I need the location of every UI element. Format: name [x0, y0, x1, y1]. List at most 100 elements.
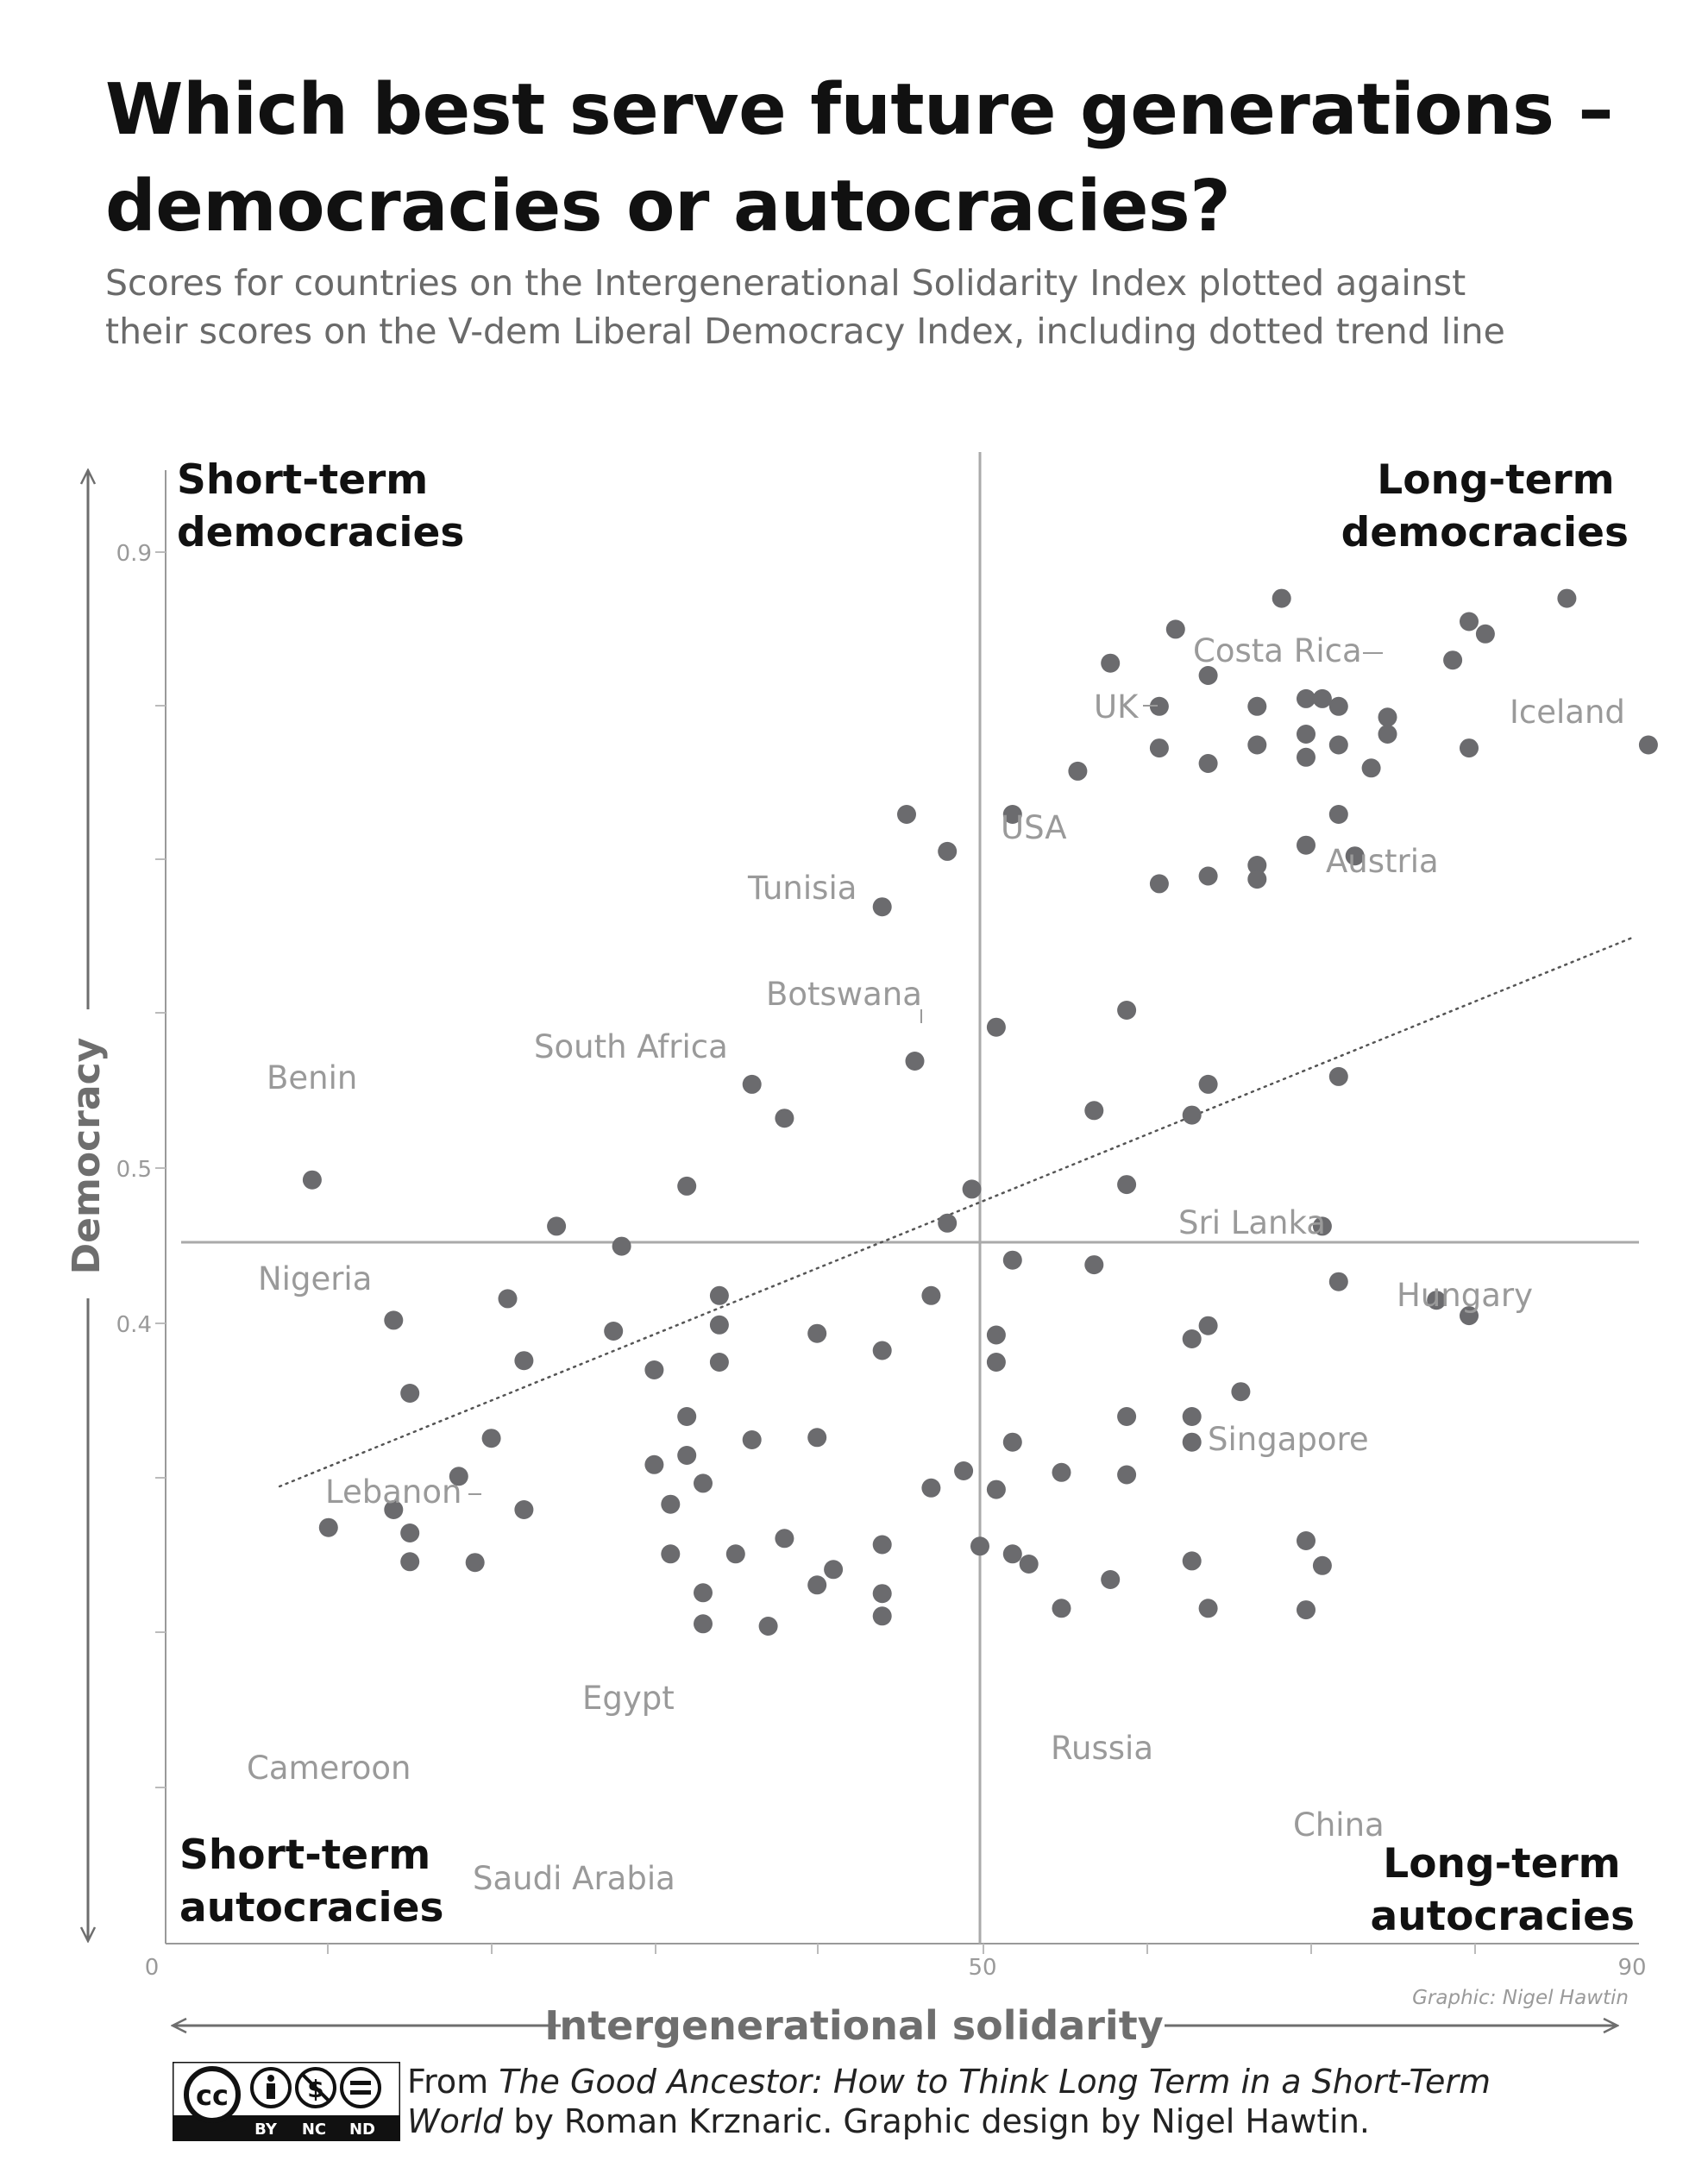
data-point — [1084, 1255, 1104, 1275]
data-point — [612, 1236, 631, 1256]
data-point — [872, 1584, 892, 1604]
data-point — [694, 1473, 713, 1493]
nd-icon-bar — [350, 2081, 371, 2085]
book-credit: From The Good Ancestor: How to Think Lon… — [407, 2062, 1701, 2141]
x-tick-label: 0 — [145, 1955, 160, 1981]
data-point — [694, 1614, 713, 1634]
data-point — [661, 1494, 681, 1514]
creative-commons-badge: cc $ BY NC ND — [173, 2062, 400, 2141]
label-uk: UK — [1094, 688, 1140, 726]
label-saudi-arabia: Saudi Arabia — [473, 1860, 675, 1897]
label-egypt: Egypt — [582, 1680, 675, 1717]
data-point — [775, 1109, 794, 1128]
data-point — [709, 1353, 729, 1372]
data-point — [1084, 1101, 1104, 1121]
label-benin: Benin — [267, 1059, 357, 1096]
label-sri-lanka: Sri Lanka — [1178, 1204, 1326, 1241]
data-point — [644, 1360, 664, 1379]
quadrant-label-top-left: Short-term democracies — [177, 456, 464, 556]
data-point — [1297, 1531, 1316, 1550]
data-point — [954, 1461, 974, 1480]
data-point — [921, 1478, 941, 1498]
chart-credit: Graphic: Nigel Hawtin — [1412, 1987, 1629, 2009]
data-point — [1198, 1074, 1218, 1094]
data-point — [1198, 1316, 1218, 1335]
data-point — [1378, 707, 1397, 727]
data-point — [962, 1179, 982, 1199]
subtitle-line-1: Scores for countries on the Intergenerat… — [105, 262, 1466, 304]
label-nigeria: Nigeria — [258, 1260, 372, 1297]
data-point — [1328, 696, 1348, 716]
data-point — [1312, 688, 1332, 708]
cc-icon — [184, 2066, 241, 2123]
quadrant-label-bottom-left: Short-term autocracies — [179, 1831, 445, 1932]
data-point — [1002, 1432, 1022, 1452]
data-point — [807, 1428, 827, 1448]
label-botswana: Botswana — [766, 976, 922, 1013]
data-point — [709, 1315, 729, 1335]
data-point — [897, 805, 916, 824]
data-point — [514, 1351, 534, 1371]
label-cameroon: Cameroon — [247, 1750, 411, 1787]
by-icon-body — [267, 2083, 275, 2099]
data-point — [921, 1285, 941, 1305]
data-point — [1328, 735, 1348, 755]
data-point — [1328, 1066, 1348, 1086]
data-point — [1557, 588, 1577, 608]
nd-icon — [340, 2067, 381, 2108]
y-ticks — [155, 551, 166, 1788]
data-point — [481, 1429, 501, 1448]
y-tick-label: 0.4 — [116, 1312, 152, 1338]
data-point — [1101, 653, 1121, 673]
nc-label: NC — [302, 2120, 326, 2139]
quadrant-line: Short-term — [177, 456, 428, 504]
data-point — [905, 1052, 925, 1071]
data-point — [1052, 1599, 1071, 1618]
data-point — [644, 1454, 664, 1474]
label-tunisia: Tunisia — [747, 870, 857, 907]
data-point — [514, 1500, 534, 1519]
label-hungary: Hungary — [1397, 1277, 1533, 1314]
nc-icon-slash — [300, 2072, 331, 2103]
data-point — [709, 1285, 729, 1305]
data-point — [1312, 1555, 1332, 1575]
data-point — [661, 1544, 681, 1564]
data-point — [1002, 1250, 1022, 1270]
data-point — [1247, 696, 1267, 716]
data-point — [1378, 725, 1397, 744]
data-point — [604, 1322, 624, 1341]
page-title: Which best serve future generations – de… — [105, 62, 1641, 255]
x-tick-label: 50 — [968, 1955, 996, 1981]
cc-icon-text: cc — [196, 2079, 229, 2112]
data-point — [384, 1500, 404, 1519]
y-tick-label: 0.5 — [116, 1157, 152, 1183]
data-points — [302, 588, 1658, 1636]
data-point — [1149, 738, 1169, 758]
credit-suffix: by Roman Krznaric. Graphic design by Nig… — [503, 2102, 1370, 2140]
data-point — [1117, 1407, 1137, 1426]
data-point — [1002, 1544, 1022, 1564]
data-point — [1149, 874, 1169, 894]
data-point — [1247, 735, 1267, 755]
data-point — [742, 1074, 762, 1094]
data-point — [1297, 747, 1316, 767]
data-point — [547, 1216, 567, 1236]
data-point — [872, 897, 892, 917]
data-point — [400, 1523, 420, 1542]
data-point — [1182, 1432, 1202, 1452]
x-axis-label: Intergenerational solidarity — [544, 2002, 1163, 2049]
data-point — [1117, 1465, 1137, 1485]
data-point — [1297, 688, 1316, 708]
data-point — [824, 1560, 844, 1580]
data-point — [694, 1583, 713, 1603]
label-south-africa: South Africa — [534, 1028, 728, 1065]
data-point — [1312, 1216, 1332, 1236]
data-point — [1182, 1329, 1202, 1348]
data-point — [938, 1213, 958, 1233]
data-point — [1182, 1105, 1202, 1125]
data-point — [775, 1529, 794, 1549]
data-point — [1101, 1570, 1121, 1589]
annotations: Costa Rica UK Iceland USA Austria Tunisi… — [247, 632, 1625, 1897]
x-ticks — [327, 1944, 1476, 1954]
quadrant-line: autocracies — [1370, 1893, 1635, 1940]
